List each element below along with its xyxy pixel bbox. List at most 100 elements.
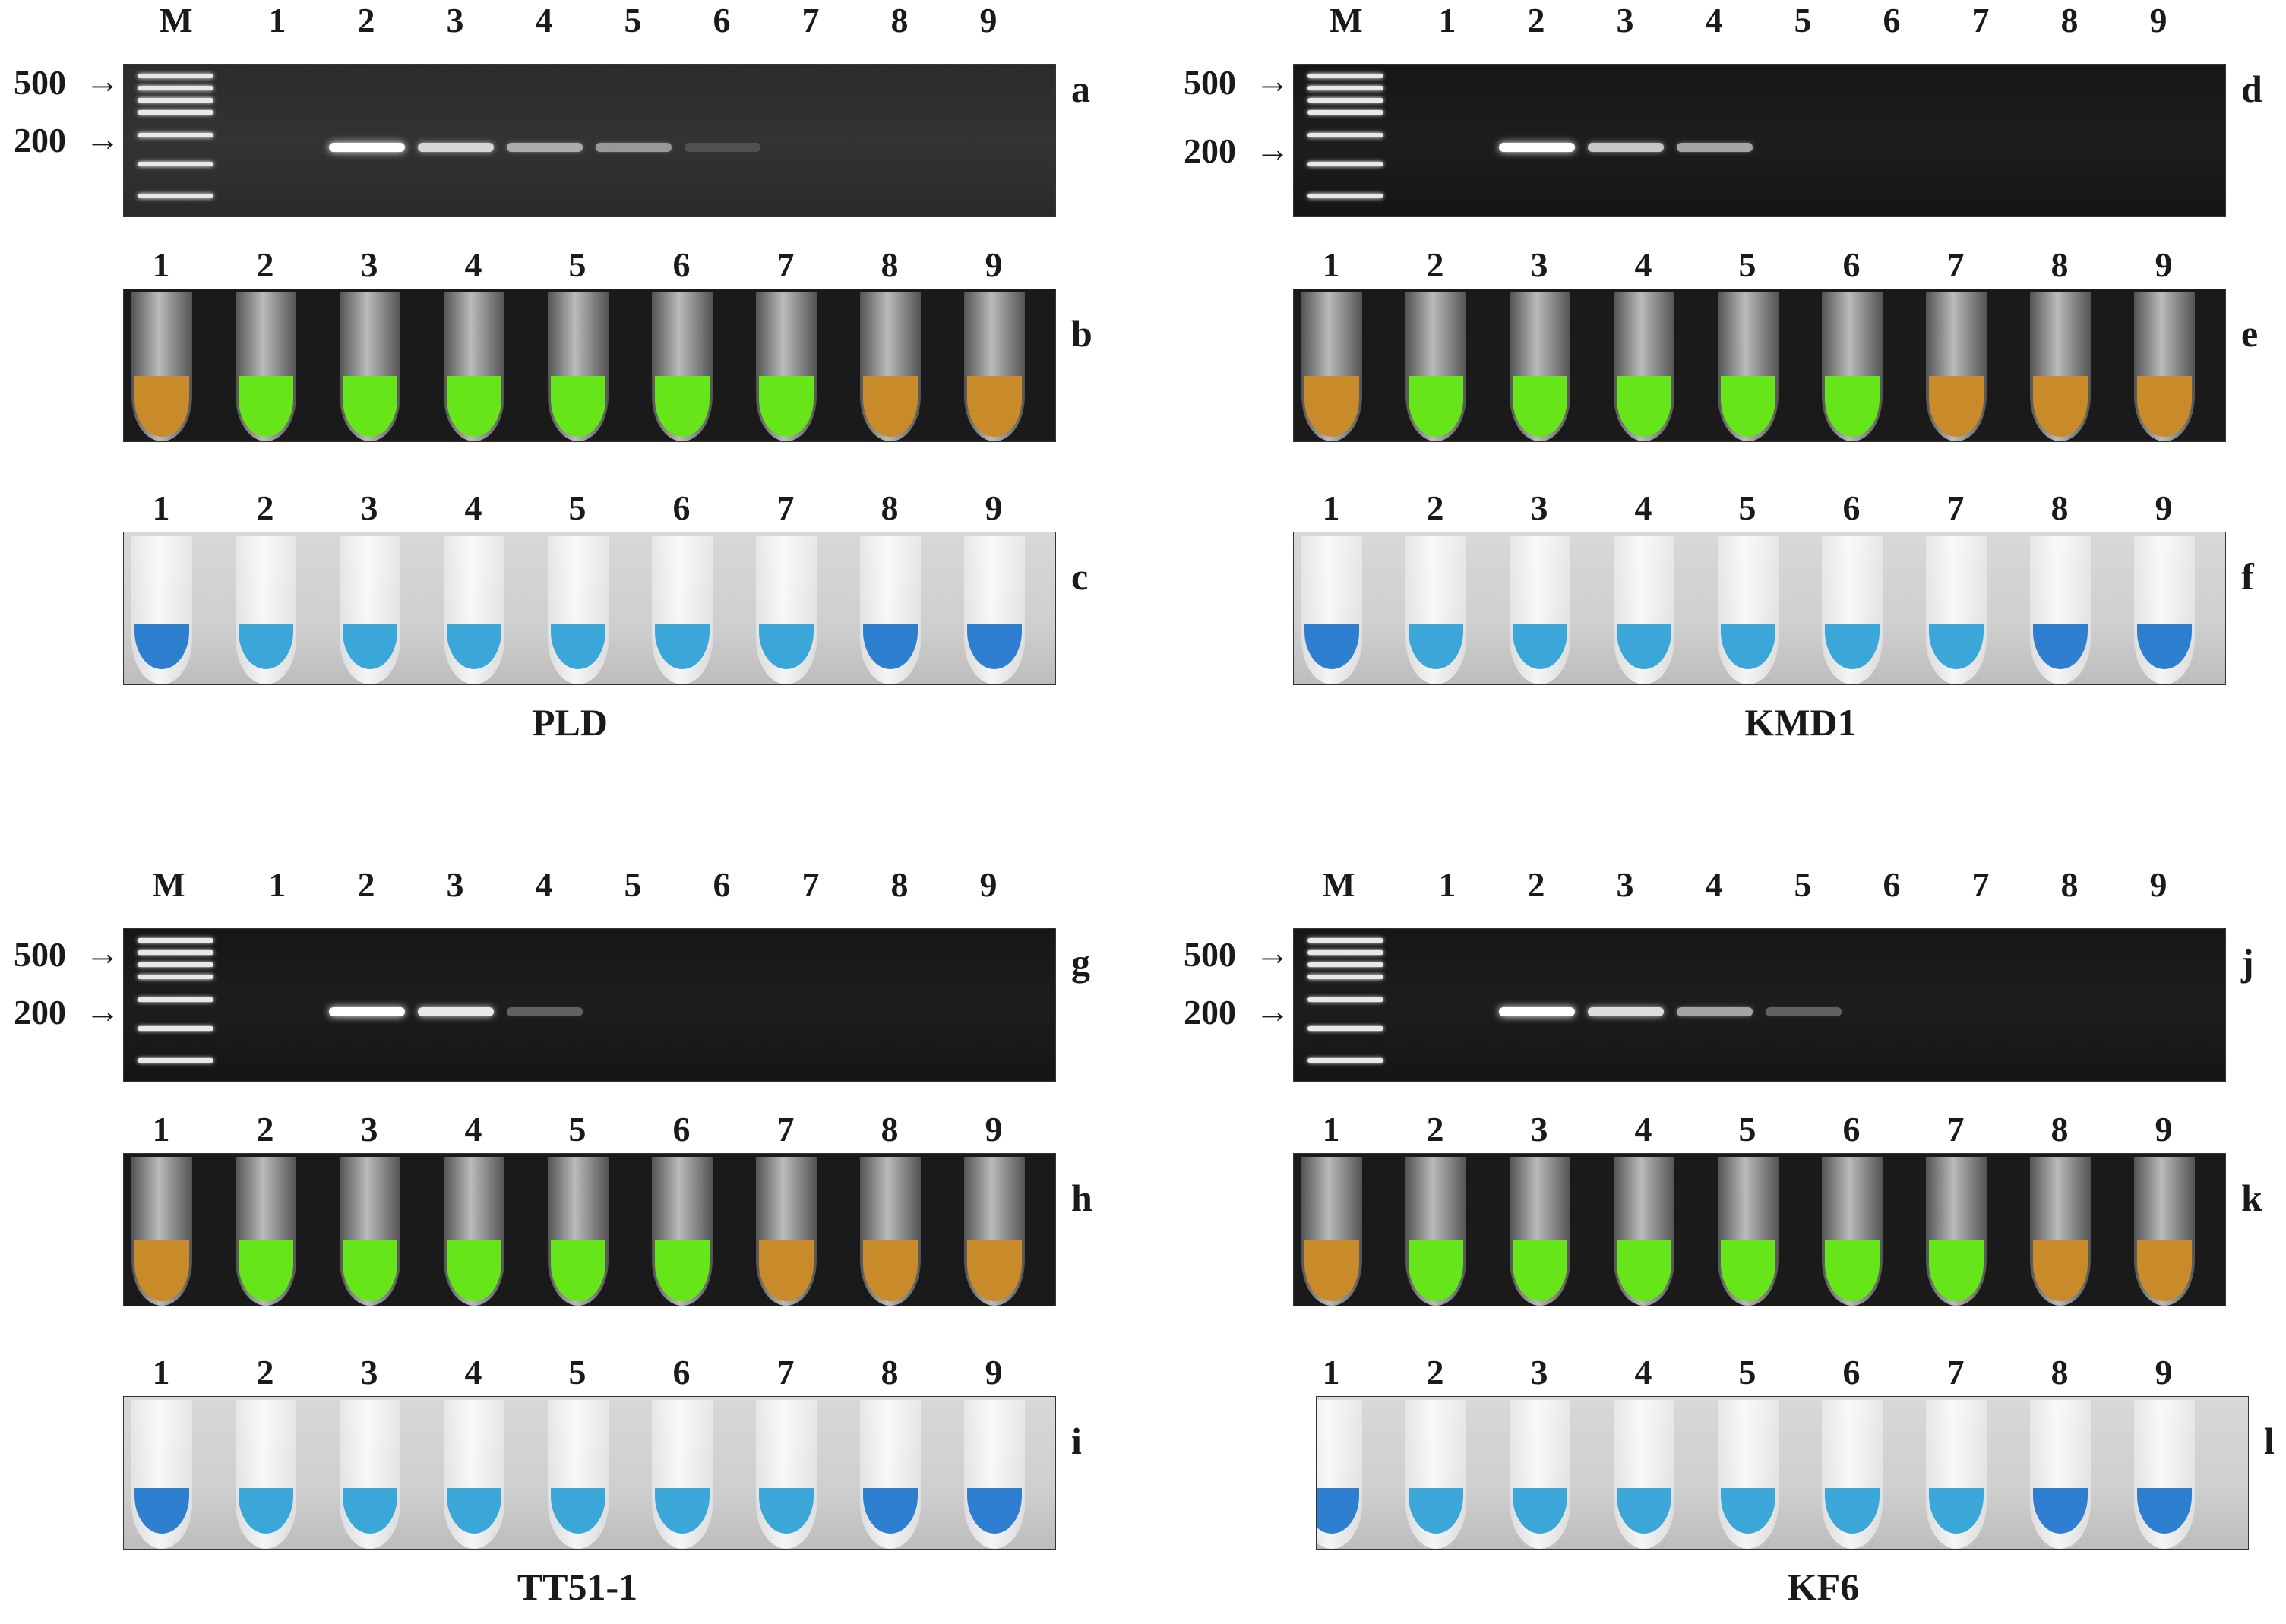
marker-arrow-500: → — [85, 62, 120, 100]
hnb-tube-9 — [2126, 1397, 2202, 1549]
fluor-lane-label-1: 1 — [152, 1110, 170, 1148]
hnb-tube-panel — [1316, 1396, 2249, 1550]
hnb-lane-label-4: 4 — [464, 1353, 482, 1392]
dna-band-lane-2 — [1499, 143, 1575, 152]
ladder-band — [138, 1026, 213, 1031]
panel-letter-fluor: e — [2241, 312, 2259, 355]
hnb-tube-7 — [748, 532, 824, 684]
hnb-tube-6 — [644, 1397, 720, 1549]
marker-arrow-200: → — [1255, 130, 1290, 169]
gel-lane-label-3: 3 — [446, 865, 464, 904]
dna-band-lane-3 — [1588, 1007, 1664, 1016]
hnb-tube-3 — [332, 1397, 408, 1549]
gel-lane-label-2: 2 — [1527, 865, 1545, 904]
hnb-tube-7 — [1918, 532, 1994, 684]
gel-lane-label-4: 4 — [1705, 1, 1723, 39]
fluor-tube-7 — [1918, 1154, 1994, 1306]
hnb-lane-label-8: 8 — [2050, 1353, 2069, 1392]
fluor-lane-label-2: 2 — [1426, 1110, 1444, 1148]
ladder-band — [1307, 962, 1383, 967]
marker-label-500: 500 — [14, 63, 66, 102]
fluor-lane-label-2: 2 — [1426, 245, 1444, 284]
panel-letter-gel: g — [1071, 941, 1090, 984]
hnb-lane-label-5: 5 — [1738, 488, 1756, 527]
hnb-tube-5 — [1710, 532, 1786, 684]
fluor-lane-label-3: 3 — [1530, 245, 1548, 284]
fluor-lane-label-7: 7 — [776, 1110, 795, 1148]
panel-letter-gel: a — [1071, 68, 1090, 110]
panel-letter-hnb: c — [1071, 555, 1089, 598]
dna-band-lane-5 — [596, 143, 672, 152]
fluor-lane-label-3: 3 — [360, 245, 378, 284]
ladder-band — [1307, 1026, 1383, 1031]
fluor-tube-9 — [956, 1154, 1032, 1306]
gel-lane-label-5: 5 — [624, 865, 642, 904]
panel-letter-gel: j — [2241, 941, 2254, 984]
hnb-lane-label-4: 4 — [464, 488, 482, 527]
fluor-lane-label-8: 8 — [881, 1110, 899, 1148]
dna-band-lane-6 — [685, 143, 760, 152]
gel-panel — [1293, 64, 2226, 217]
fluor-lane-label-9: 9 — [985, 245, 1003, 284]
marker-label-200: 200 — [1184, 131, 1236, 170]
hnb-lane-label-9: 9 — [2155, 488, 2173, 527]
gel-lane-label-2: 2 — [357, 1, 375, 39]
hnb-lane-label-3: 3 — [360, 1353, 378, 1392]
quadrant-tt51-1: M 1 2 3 4 5 6 7 8 9 500 200 → → g 1 2 3 4 5 6 7 8 9 h 1 2… — [0, 864, 1124, 1624]
hnb-lane-label-5: 5 — [568, 1353, 587, 1392]
hnb-lane-label-1: 1 — [152, 1353, 170, 1392]
hnb-tube-9 — [2126, 532, 2202, 684]
hnb-tube-9 — [956, 1397, 1032, 1549]
gel-lane-label-9: 9 — [2149, 1, 2167, 39]
fluor-tube-2 — [228, 1154, 304, 1306]
ladder-band — [1307, 74, 1383, 78]
fluorescence-tube-panel — [123, 289, 1056, 442]
fluorescence-tube-panel — [1293, 289, 2226, 442]
ladder-band — [1307, 950, 1383, 955]
ladder-band — [138, 98, 213, 103]
gel-lane-label-2: 2 — [357, 865, 375, 904]
fluor-lane-label-9: 9 — [2155, 1110, 2173, 1148]
fluor-tube-3 — [1502, 289, 1578, 441]
gel-lane-label-9: 9 — [979, 1, 998, 39]
hnb-tube-panel — [1293, 532, 2226, 685]
ladder-band — [138, 1058, 213, 1063]
fluor-lane-label-6: 6 — [1842, 245, 1861, 284]
gel-panel — [1293, 928, 2226, 1082]
fluor-tube-4 — [436, 289, 512, 441]
fluor-tube-9 — [2126, 1154, 2202, 1306]
fluor-tube-8 — [2022, 1154, 2098, 1306]
fluor-tube-5 — [1710, 289, 1786, 441]
quadrant-kmd1: M 1 2 3 4 5 6 7 8 9 500 200 → → d 1 2 3 4 5 6 7 8 9 e 1 2… — [1170, 0, 2286, 760]
ladder-band — [138, 133, 213, 137]
hnb-tube-6 — [1814, 532, 1890, 684]
dna-band-lane-5 — [1766, 1007, 1842, 1016]
gel-lane-label-1: 1 — [1438, 865, 1456, 904]
fluor-lane-label-3: 3 — [360, 1110, 378, 1148]
marker-label-500: 500 — [1184, 63, 1236, 102]
marker-label-500: 500 — [1184, 935, 1236, 974]
fluor-lane-label-6: 6 — [672, 1110, 691, 1148]
ladder-band — [1307, 975, 1383, 979]
marker-arrow-500: → — [1255, 62, 1290, 100]
hnb-lane-label-7: 7 — [776, 488, 795, 527]
hnb-tube-9 — [956, 532, 1032, 684]
ladder-band — [138, 86, 213, 90]
fluor-tube-1 — [1294, 289, 1370, 441]
fluor-lane-label-4: 4 — [1634, 245, 1652, 284]
fluor-tube-8 — [2022, 289, 2098, 441]
gel-lane-label-1: 1 — [268, 1, 286, 39]
hnb-lane-label-2: 2 — [256, 488, 274, 527]
fluor-tube-6 — [1814, 1154, 1890, 1306]
fluor-tube-9 — [956, 289, 1032, 441]
fluor-lane-label-4: 4 — [464, 1110, 482, 1148]
strain-label: KF6 — [1787, 1566, 1860, 1608]
fluor-tube-6 — [644, 1154, 720, 1306]
fluor-tube-3 — [332, 1154, 408, 1306]
hnb-lane-label-7: 7 — [1946, 1353, 1965, 1392]
hnb-lane-label-8: 8 — [881, 488, 899, 527]
fluor-tube-7 — [748, 1154, 824, 1306]
hnb-lane-label-2: 2 — [1426, 1353, 1444, 1392]
fluor-tube-5 — [540, 289, 616, 441]
panel-letter-hnb: f — [2241, 555, 2254, 598]
